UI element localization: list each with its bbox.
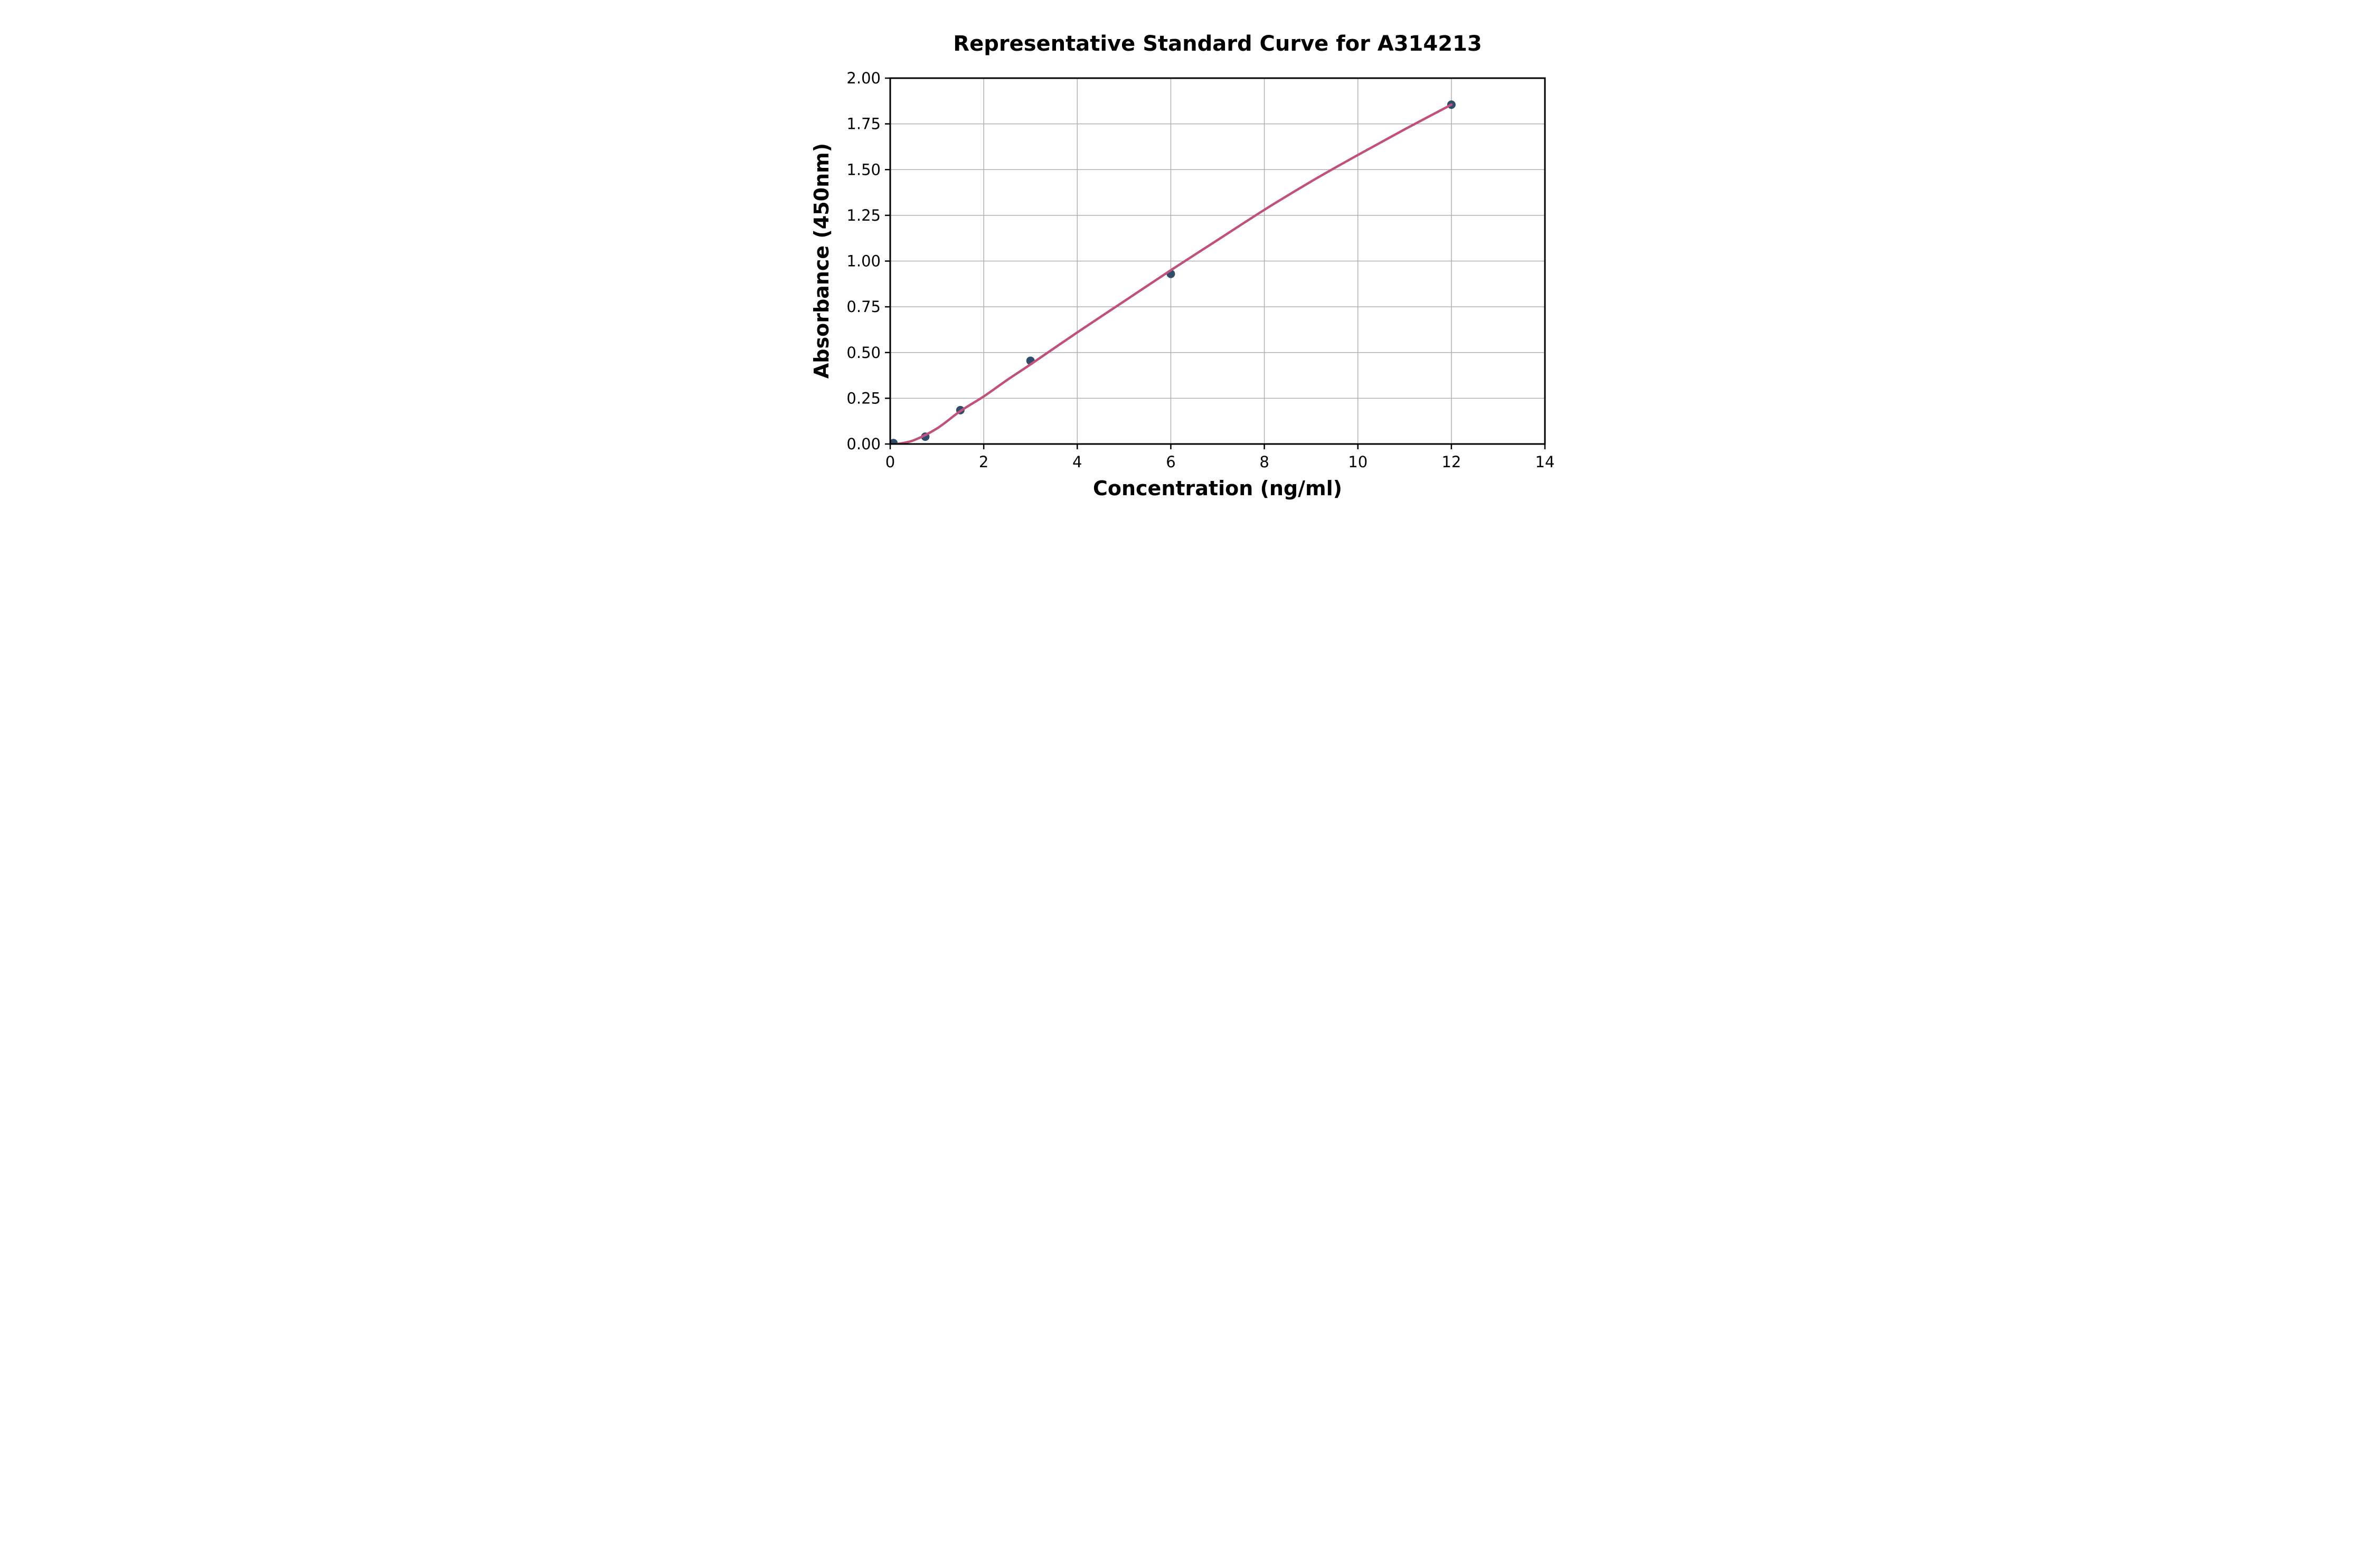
y-tick-label: 0.00: [846, 435, 881, 453]
y-tick-label: 2.00: [846, 69, 881, 87]
fit-curve: [896, 103, 1453, 444]
x-tick-label: 0: [885, 453, 895, 471]
chart-title: Representative Standard Curve for A31421…: [953, 32, 1482, 56]
x-tick-label: 2: [979, 453, 988, 471]
x-tick-label: 4: [1072, 453, 1082, 471]
x-tick-label: 12: [1441, 453, 1461, 471]
y-tick-label: 0.50: [846, 344, 881, 362]
y-tick-label: 1.50: [846, 160, 881, 178]
y-tick-label: 0.75: [846, 298, 881, 316]
y-tick-label: 0.25: [846, 389, 881, 407]
x-tick-label: 6: [1166, 453, 1175, 471]
data-point: [890, 439, 898, 444]
y-tick-label: 1.75: [846, 115, 881, 133]
x-tick-label: 8: [1259, 453, 1269, 471]
y-tick-label: 1.25: [846, 206, 881, 224]
x-axis-label: Concentration (ng/ml): [1092, 477, 1342, 500]
x-tick-label: 14: [1535, 453, 1555, 471]
plot-area: 0 2 4 6 8 10 12 14 0.00 0.25 0.50 0.75 1.00 1.25 1.50 1…: [846, 69, 1555, 471]
x-tick-label: 10: [1348, 453, 1368, 471]
standard-curve-figure: Representative Standard Curve for A31421…: [792, 0, 1584, 523]
y-tick-label: 1.00: [846, 252, 881, 270]
